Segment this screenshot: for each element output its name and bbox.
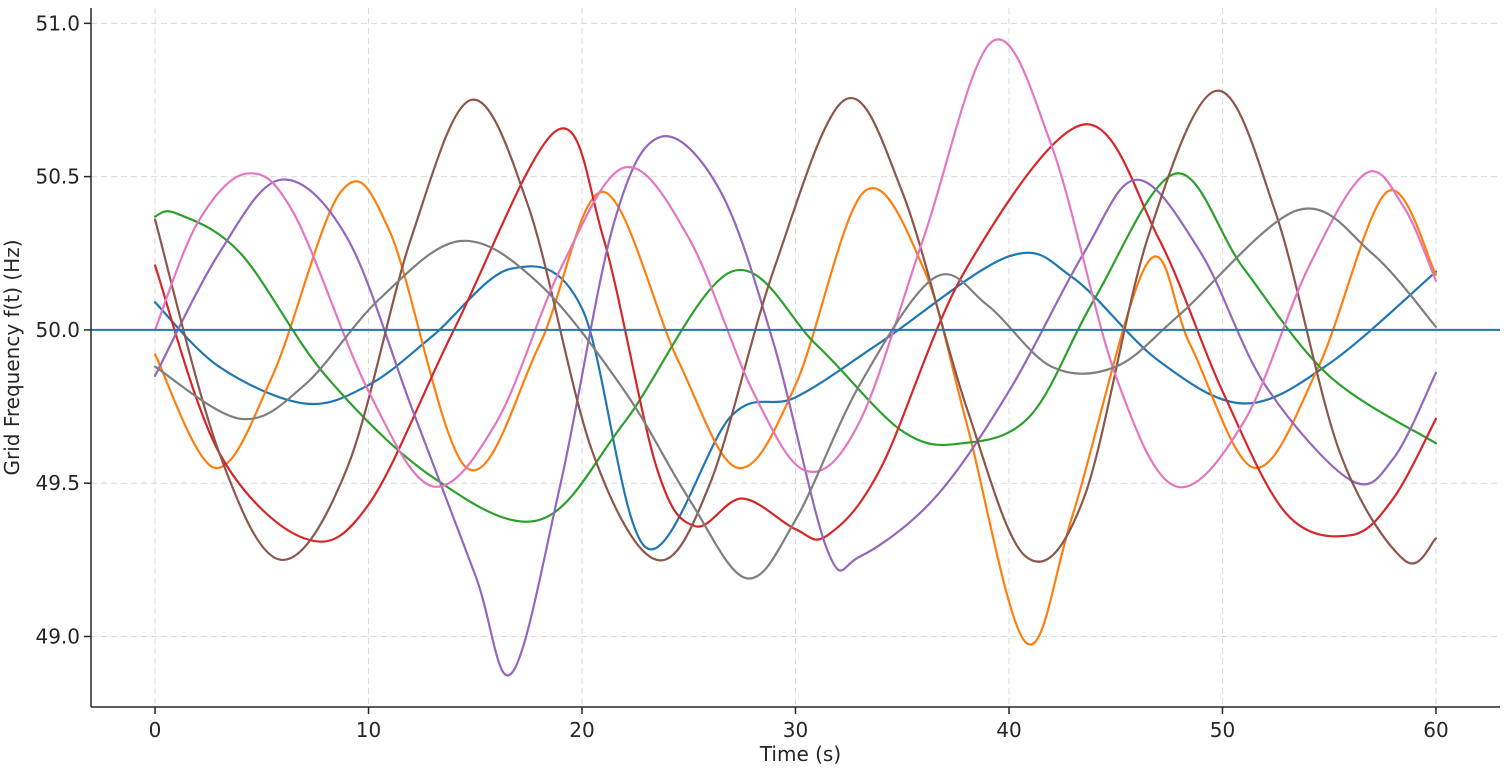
x-tick-label: 50 bbox=[1210, 718, 1235, 742]
x-tick-label: 40 bbox=[996, 718, 1021, 742]
x-tick-label: 10 bbox=[356, 718, 381, 742]
x-tick-label: 30 bbox=[783, 718, 808, 742]
y-tick-label: 51.0 bbox=[35, 11, 80, 35]
grid bbox=[91, 8, 1500, 707]
series-line-3 bbox=[153, 172, 1438, 523]
y-axis-label: Grid Frequency f(t) (Hz) bbox=[0, 240, 24, 476]
y-tick-label: 50.5 bbox=[35, 165, 80, 189]
y-tick-label: 50.0 bbox=[35, 318, 80, 342]
series-line-2 bbox=[153, 180, 1438, 646]
series-line-5 bbox=[153, 135, 1438, 677]
series-line-6 bbox=[153, 89, 1438, 565]
series-group bbox=[153, 38, 1438, 677]
x-axis-label: Time (s) bbox=[759, 742, 841, 766]
y-tick-label: 49.5 bbox=[35, 471, 80, 495]
series-line-8 bbox=[153, 207, 1438, 580]
x-tick-label: 20 bbox=[569, 718, 594, 742]
x-tick-label: 60 bbox=[1423, 718, 1448, 742]
series-line-4 bbox=[153, 123, 1438, 543]
series-line-1 bbox=[153, 251, 1438, 551]
y-tick-label: 49.0 bbox=[35, 624, 80, 648]
ticks: 0 10 20 30 40 50 60 49.0 49.5 50.0 50.5 51.0 bbox=[35, 11, 1448, 742]
x-tick-label: 0 bbox=[149, 718, 162, 742]
